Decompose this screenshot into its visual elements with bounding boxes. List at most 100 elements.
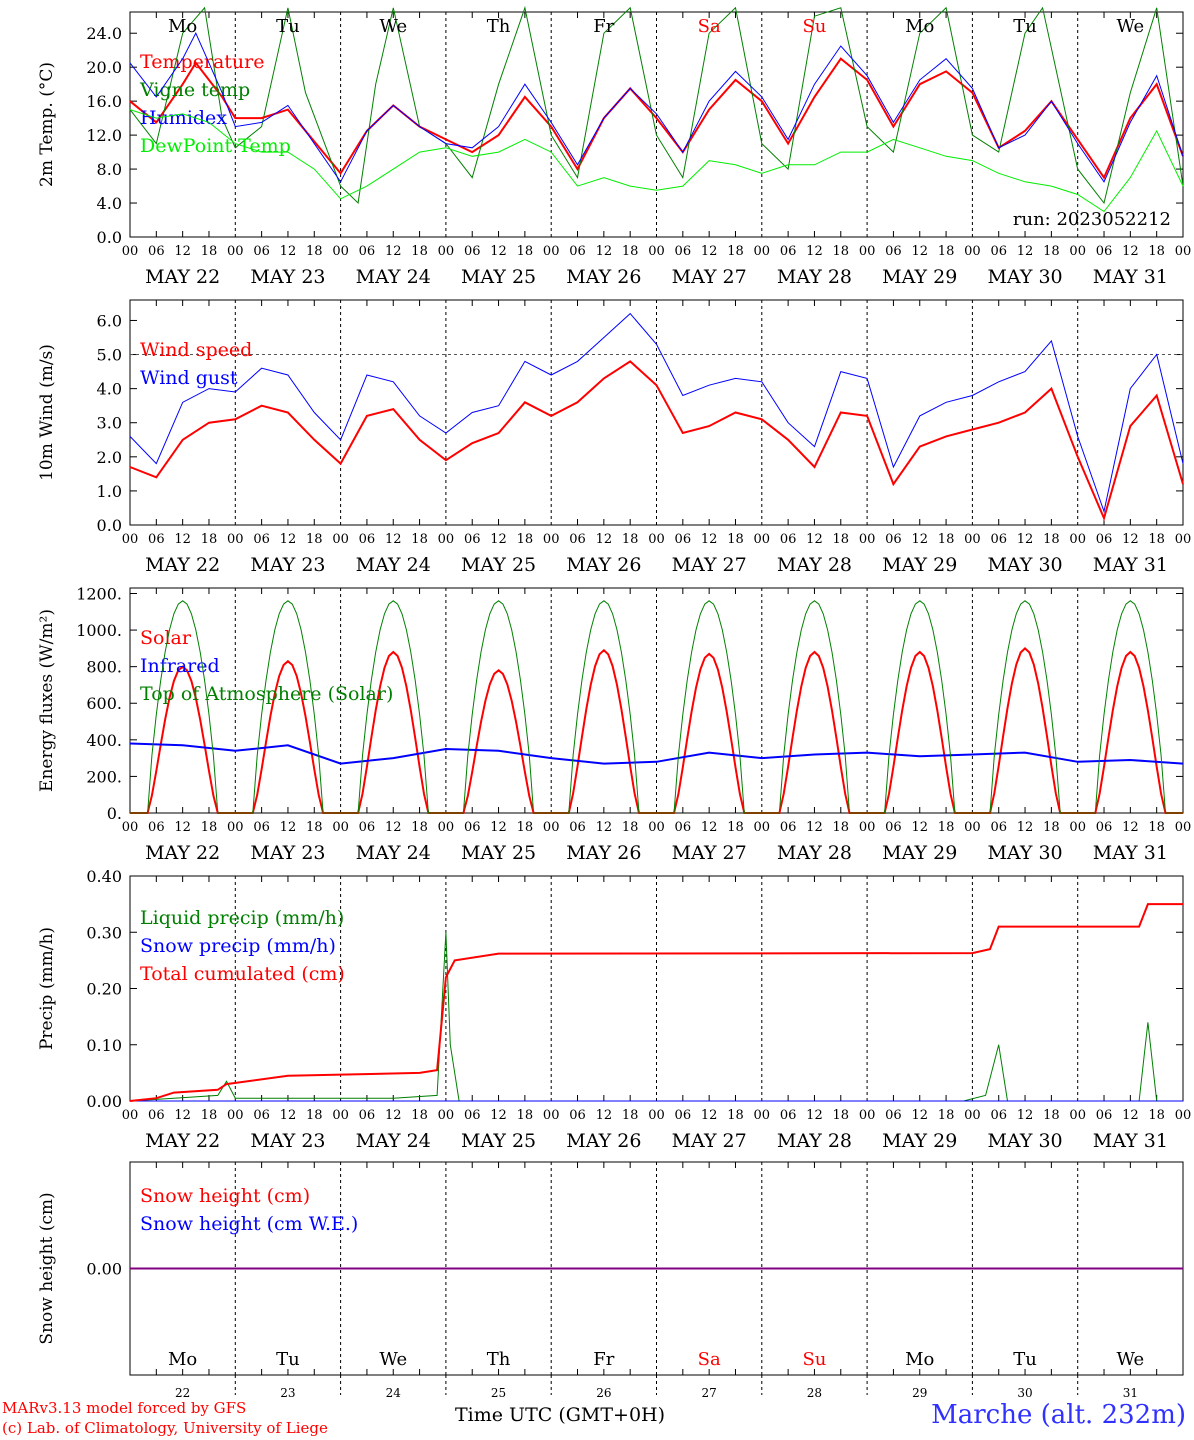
hour-label: 18 xyxy=(306,532,323,547)
hour-label: 12 xyxy=(280,532,297,547)
weekday-label: Tu xyxy=(276,1349,300,1370)
hour-label: 00 xyxy=(122,244,139,259)
hour-label: 00 xyxy=(543,532,560,547)
hour-label: 00 xyxy=(1175,1108,1192,1123)
hour-label: 00 xyxy=(1175,820,1192,835)
panel-precip: 0.00 0.10 0.20 0.30 0.40 Precip (mm/h) Liquid … xyxy=(37,867,1191,1152)
hour-label: 06 xyxy=(359,244,376,259)
hour-label: 18 xyxy=(622,1108,639,1123)
hour-label: 18 xyxy=(833,1108,850,1123)
y-tick-label: 0. xyxy=(107,804,122,823)
day-label: MAY 29 xyxy=(882,842,957,864)
day-label: MAY 24 xyxy=(356,842,431,864)
y-tick-label: 2.0 xyxy=(97,448,122,467)
legend-entry: Liquid precip (mm/h) xyxy=(140,907,344,929)
day-number: 26 xyxy=(596,1386,611,1400)
hour-label: 18 xyxy=(727,820,744,835)
hour-label: 00 xyxy=(332,532,349,547)
hour-label: 12 xyxy=(490,1108,507,1123)
hour-label: 12 xyxy=(490,820,507,835)
day-label: MAY 28 xyxy=(777,554,852,576)
weekday-label: Tu xyxy=(1013,16,1037,37)
hour-label: 18 xyxy=(938,532,955,547)
day-label: MAY 29 xyxy=(882,266,957,288)
day-label: MAY 29 xyxy=(882,1130,957,1152)
day-number: 29 xyxy=(912,1386,927,1400)
weekday-label: Sa xyxy=(698,16,721,37)
hour-label: 18 xyxy=(201,1108,218,1123)
panel-wind: 0.0 1.0 2.0 3.0 4.0 5.0 6.0 10m Wind (m/s) Wind … xyxy=(37,299,1191,576)
hour-label: 00 xyxy=(1175,244,1192,259)
hour-label: 12 xyxy=(701,1108,718,1123)
day-label: MAY 26 xyxy=(566,842,641,864)
hour-label: 12 xyxy=(701,532,718,547)
day-label: MAY 25 xyxy=(461,1130,536,1152)
hour-label: 12 xyxy=(174,244,191,259)
hour-label: 00 xyxy=(122,820,139,835)
hour-label: 18 xyxy=(411,244,428,259)
hour-label: 18 xyxy=(201,244,218,259)
hour-label: 06 xyxy=(1096,1108,1113,1123)
hour-label: 18 xyxy=(1043,244,1060,259)
weekday-label: Mo xyxy=(168,1349,197,1370)
hour-label: 18 xyxy=(938,820,955,835)
hour-label: 00 xyxy=(754,532,771,547)
hour-label: 18 xyxy=(306,244,323,259)
y-tick-label: 3.0 xyxy=(97,414,122,433)
hour-label: 06 xyxy=(990,820,1007,835)
hour-label: 12 xyxy=(174,532,191,547)
y-axis-label: 2m Temp. (°C) xyxy=(37,62,57,187)
day-label: MAY 24 xyxy=(356,1130,431,1152)
day-label: MAY 30 xyxy=(987,842,1062,864)
hour-label: 00 xyxy=(648,244,665,259)
y-tick-label: 200. xyxy=(86,767,122,786)
day-label: MAY 25 xyxy=(461,554,536,576)
hour-label: 12 xyxy=(806,1108,823,1123)
hour-label: 00 xyxy=(438,532,455,547)
hour-label: 06 xyxy=(675,532,692,547)
y-tick-label: 0.00 xyxy=(86,1260,122,1279)
day-label: MAY 22 xyxy=(145,1130,220,1152)
hour-label: 18 xyxy=(517,1108,534,1123)
hour-label: 12 xyxy=(701,820,718,835)
hour-label: 18 xyxy=(1148,820,1165,835)
hour-label: 18 xyxy=(1043,820,1060,835)
hour-label: 18 xyxy=(1148,244,1165,259)
day-number: 31 xyxy=(1123,1386,1138,1400)
hour-label: 12 xyxy=(490,532,507,547)
hour-label: 06 xyxy=(148,820,165,835)
day-label: MAY 27 xyxy=(672,554,747,576)
hour-label: 12 xyxy=(596,1108,613,1123)
day-number: 30 xyxy=(1017,1386,1032,1400)
hour-label: 12 xyxy=(385,244,402,259)
y-tick-label: 0.0 xyxy=(97,228,122,247)
hour-label: 00 xyxy=(332,820,349,835)
weekday-label: Mo xyxy=(905,16,934,37)
legend-entry: Wind gust xyxy=(140,367,238,389)
weekday-label: We xyxy=(379,16,407,37)
hour-label: 18 xyxy=(727,1108,744,1123)
hour-label: 18 xyxy=(1043,532,1060,547)
day-label: MAY 30 xyxy=(987,266,1062,288)
hour-label: 06 xyxy=(1096,820,1113,835)
legend-entry: Wind speed xyxy=(140,339,252,361)
hour-label: 00 xyxy=(964,1108,981,1123)
day-label: MAY 22 xyxy=(145,266,220,288)
hour-label: 12 xyxy=(280,244,297,259)
run-label: run: 2023052212 xyxy=(1013,209,1171,230)
hour-label: 06 xyxy=(253,532,270,547)
hour-label: 00 xyxy=(964,820,981,835)
panel-snow: 0.00 Snow height (cm) Snow height (cm) Snow… xyxy=(37,1161,1184,1400)
series-line xyxy=(129,312,1184,514)
hour-label: 06 xyxy=(569,244,586,259)
y-tick-label: 0.30 xyxy=(86,923,122,942)
hour-label: 06 xyxy=(359,532,376,547)
series-line xyxy=(129,360,1184,522)
weekday-label: Fr xyxy=(593,16,614,37)
hour-label: 06 xyxy=(990,532,1007,547)
panel-temperature: 0.0 4.0 8.0 12.0 16.0 20.0 24.0 2m Temp. (°C) Te… xyxy=(37,5,1192,288)
y-tick-label: 0.20 xyxy=(86,980,122,999)
hour-label: 00 xyxy=(227,532,244,547)
hour-label: 06 xyxy=(464,532,481,547)
